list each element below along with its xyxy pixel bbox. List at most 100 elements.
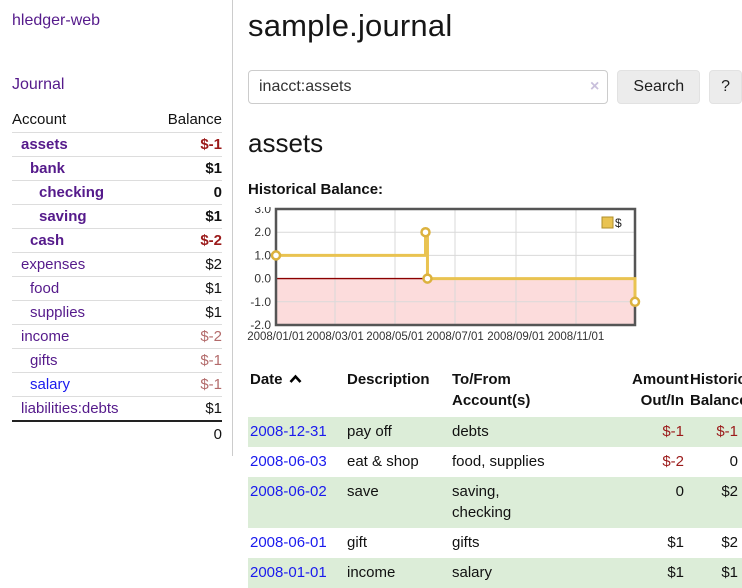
svg-text:2008/03/01: 2008/03/01 xyxy=(306,331,364,343)
account-link[interactable]: liabilities:debts xyxy=(21,400,119,417)
account-row: salary $-1 xyxy=(12,372,222,397)
account-balance: $-2 xyxy=(151,324,222,349)
register-row: 2008-12-31 pay off debts $-1 $-1 xyxy=(248,417,742,447)
transaction-date: 2008-01-01 xyxy=(248,558,345,588)
transaction-balance: $-1 xyxy=(716,423,738,440)
svg-text:2008/07/01: 2008/07/01 xyxy=(426,331,484,343)
transaction-description: income xyxy=(347,564,396,581)
register-row: 2008-06-02 save saving, checking 0 $2 xyxy=(248,477,742,528)
transaction-accounts: saving, checking xyxy=(452,483,512,521)
svg-text:2008/05/01: 2008/05/01 xyxy=(366,331,424,343)
transaction-date-link[interactable]: 2008-12-31 xyxy=(250,423,327,440)
account-balance: $-1 xyxy=(151,372,222,397)
account-link[interactable]: saving xyxy=(39,208,87,225)
transaction-date: 2008-12-31 xyxy=(248,417,345,447)
account-link[interactable]: expenses xyxy=(21,256,86,273)
account-row: income $-2 xyxy=(12,324,222,349)
account-balance: $1 xyxy=(151,396,222,422)
historical-balance-chart: $3.0 2.0 1.0 0.0 -1.0 -2.0 2008/01/01 2008/03/0… xyxy=(244,202,742,353)
transaction-amount: $1 xyxy=(667,564,684,581)
account-row: assets $-1 xyxy=(12,132,222,157)
transaction-date: 2008-06-03 xyxy=(248,447,345,477)
page-title: sample.journal xyxy=(248,8,453,43)
transaction-balance: $2 xyxy=(721,483,738,500)
help-button[interactable]: ? xyxy=(709,70,742,104)
transaction-date: 2008-06-02 xyxy=(248,477,345,528)
account-row: expenses $2 xyxy=(12,252,222,277)
search-row: × Search ? xyxy=(248,70,742,104)
register-header-account: To/From Account(s) xyxy=(452,371,531,409)
account-balance: $-1 xyxy=(151,348,222,373)
register-row: 2008-06-01 gift gifts $1 $2 xyxy=(248,528,742,558)
accounts-header-account: Account xyxy=(12,108,152,133)
search-input[interactable] xyxy=(248,70,609,104)
transaction-description: save xyxy=(347,483,379,500)
svg-text:2008/01/01: 2008/01/01 xyxy=(247,331,305,343)
transaction-accounts: debts xyxy=(452,423,489,440)
account-balance: 0 xyxy=(151,180,222,205)
transaction-amount: $-2 xyxy=(662,453,684,470)
account-link[interactable]: income xyxy=(21,328,70,345)
account-link[interactable]: salary xyxy=(30,376,71,393)
account-balance: $1 xyxy=(151,276,222,301)
transaction-balance: $2 xyxy=(721,534,738,551)
register-header-description: Description xyxy=(347,371,430,388)
accounts-header-balance: Balance xyxy=(151,108,222,133)
main-panel: sample.journal × Search ? assets Histori… xyxy=(247,0,742,588)
transaction-amount: $1 xyxy=(667,534,684,551)
account-link[interactable]: bank xyxy=(30,160,66,177)
account-balance: $-2 xyxy=(151,228,222,253)
account-balance: $2 xyxy=(151,252,222,277)
account-link[interactable]: checking xyxy=(39,184,105,201)
svg-text:2008/11/01: 2008/11/01 xyxy=(548,331,605,343)
chart-heading: Historical Balance: xyxy=(248,181,384,198)
transaction-description: pay off xyxy=(347,423,392,440)
transaction-accounts: salary xyxy=(452,564,493,581)
account-row: cash $-2 xyxy=(12,228,222,253)
search-button[interactable]: Search xyxy=(617,70,701,104)
account-row: gifts $-1 xyxy=(12,348,222,373)
account-row: food $1 xyxy=(12,276,222,301)
register-header-amount: Amount Out/In xyxy=(632,371,689,409)
transaction-balance: $1 xyxy=(721,564,738,581)
account-row: checking 0 xyxy=(12,180,222,205)
svg-text:1.0: 1.0 xyxy=(254,248,271,262)
svg-text:2008/09/01: 2008/09/01 xyxy=(487,331,545,343)
app-title-link[interactable]: hledger-web xyxy=(12,12,101,29)
account-link[interactable]: cash xyxy=(30,232,65,249)
register-row: 2008-01-01 income salary $1 $1 xyxy=(248,558,742,588)
account-link[interactable]: food xyxy=(30,280,60,297)
register-header-date[interactable]: Date xyxy=(248,367,345,417)
register-header-balance: Historical Balance xyxy=(690,371,742,409)
transaction-balance: 0 xyxy=(729,453,738,470)
transaction-date-link[interactable]: 2008-01-01 xyxy=(250,564,327,581)
account-link[interactable]: assets xyxy=(21,136,68,153)
svg-text:-2.0: -2.0 xyxy=(250,318,271,332)
transaction-accounts: food, supplies xyxy=(452,453,545,470)
account-row: supplies $1 xyxy=(12,300,222,325)
transaction-date-link[interactable]: 2008-06-02 xyxy=(250,483,327,500)
account-row: bank $1 xyxy=(12,156,222,181)
accounts-total: 0 xyxy=(151,420,222,447)
clear-search-icon[interactable]: × xyxy=(590,78,600,95)
sort-ascending-icon xyxy=(289,369,302,390)
account-link[interactable]: supplies xyxy=(30,304,86,321)
svg-text:3.0: 3.0 xyxy=(254,207,271,216)
transaction-date-link[interactable]: 2008-06-03 xyxy=(250,453,327,470)
sidebar: hledger-web Journal Account Balance asse… xyxy=(0,0,233,456)
register-table: Date Description To/From Account(s) Amou… xyxy=(248,367,742,588)
account-balance: $1 xyxy=(151,204,222,229)
account-link[interactable]: gifts xyxy=(30,352,58,369)
transaction-date-link[interactable]: 2008-06-01 xyxy=(250,534,327,551)
accounts-total-row: 0 xyxy=(12,420,222,447)
register-row: 2008-06-03 eat & shop food, supplies $-2 0 xyxy=(248,447,742,477)
svg-text:$: $ xyxy=(615,216,622,230)
svg-text:-1.0: -1.0 xyxy=(250,295,271,309)
account-heading: assets xyxy=(248,128,324,158)
transaction-description: eat & shop xyxy=(347,453,419,470)
account-row: saving $1 xyxy=(12,204,222,229)
transaction-date: 2008-06-01 xyxy=(248,528,345,558)
accounts-table: Account Balance assets $-1 bank $1 checking 0… xyxy=(12,108,222,447)
sidebar-item-journal[interactable]: Journal xyxy=(12,76,65,93)
